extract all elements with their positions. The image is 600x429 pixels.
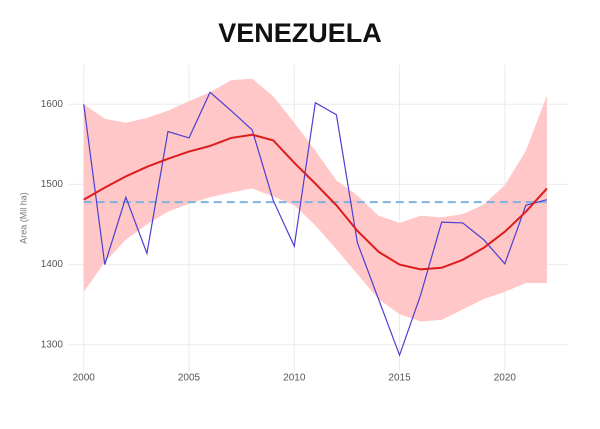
y-tick-label: 1500 bbox=[41, 179, 64, 190]
x-tick-label: 2000 bbox=[73, 373, 96, 384]
y-axis-label: Area (Mil ha) bbox=[18, 192, 28, 244]
x-tick-label: 2010 bbox=[283, 373, 306, 384]
x-tick-label: 2005 bbox=[178, 373, 201, 384]
y-tick-label: 1600 bbox=[41, 99, 64, 110]
x-tick-label: 2020 bbox=[494, 373, 517, 384]
series-line bbox=[83, 133, 548, 271]
y-tick-label: 1400 bbox=[41, 259, 64, 270]
series-line bbox=[83, 91, 548, 357]
x-tick-label: 2015 bbox=[388, 373, 411, 384]
confidence-band bbox=[83, 78, 547, 322]
chart-title: VENEZUELA bbox=[218, 18, 382, 48]
y-tick-label: 1300 bbox=[41, 339, 64, 350]
